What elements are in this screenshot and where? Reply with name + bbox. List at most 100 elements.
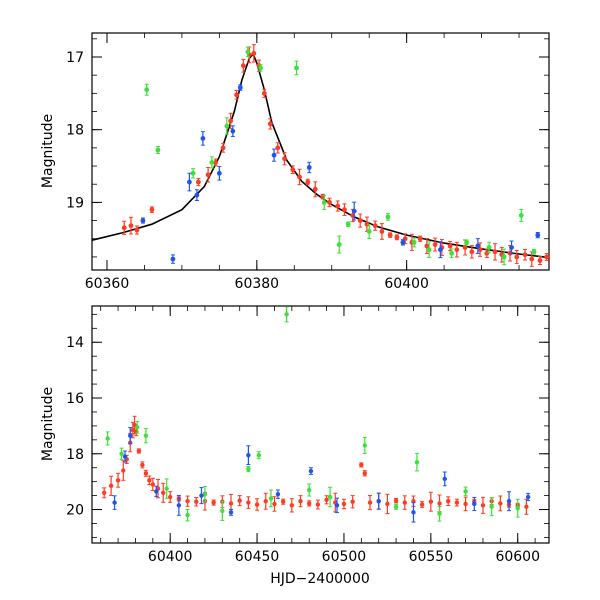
data-point-red xyxy=(315,502,321,507)
data-point-red xyxy=(228,118,233,124)
data-point-green xyxy=(385,214,391,220)
data-point-red xyxy=(492,249,498,255)
data-point-green xyxy=(426,247,432,253)
data-point-green xyxy=(185,512,190,518)
x-tick-label: 60380 xyxy=(235,276,280,292)
data-point-red xyxy=(297,174,302,180)
y-tick-label: 16 xyxy=(66,391,84,407)
data-point-green xyxy=(345,221,351,227)
data-point-red xyxy=(140,462,145,468)
data-point-red xyxy=(341,501,347,507)
data-point-red xyxy=(307,501,312,506)
data-point-green xyxy=(411,239,417,245)
top-y-axis-title: Magnitude xyxy=(40,114,56,188)
data-point-red xyxy=(402,500,407,505)
data-point-red xyxy=(167,494,173,500)
data-point-blue xyxy=(535,232,541,238)
data-point-red xyxy=(514,254,520,260)
data-point-green xyxy=(258,65,263,71)
data-point-red xyxy=(327,199,332,205)
data-point-blue xyxy=(472,501,477,507)
data-point-blue xyxy=(525,494,531,500)
x-tick-label: 60360 xyxy=(85,276,130,292)
data-point-red xyxy=(364,221,370,227)
y-tick-label: 14 xyxy=(66,335,84,351)
data-point-blue xyxy=(112,500,117,505)
y-tick-label: 18 xyxy=(66,123,84,139)
data-point-red xyxy=(275,145,281,151)
top-data-points xyxy=(121,44,550,267)
data-point-red xyxy=(261,90,267,96)
data-point-red xyxy=(394,234,400,240)
data-point-red xyxy=(108,483,114,489)
data-point-red xyxy=(454,247,460,253)
data-point-red xyxy=(234,92,239,98)
data-point-green xyxy=(307,487,312,493)
data-point-red xyxy=(419,502,425,507)
data-point-blue xyxy=(228,510,234,515)
data-point-red xyxy=(213,160,219,165)
data-point-green xyxy=(284,312,289,317)
data-point-red xyxy=(267,121,273,127)
data-point-green xyxy=(336,242,342,247)
data-point-red xyxy=(298,498,303,504)
data-point-blue xyxy=(128,433,133,438)
bottom-plot-frame xyxy=(91,305,550,544)
data-point-red xyxy=(272,501,277,507)
data-point-red xyxy=(150,482,156,487)
data-point-red xyxy=(251,50,257,56)
top-tick-labels: 60360 60380 60400 17 18 19 xyxy=(66,50,429,292)
data-point-red xyxy=(462,245,468,250)
data-point-red xyxy=(529,256,535,262)
data-point-blue xyxy=(475,243,481,249)
data-point-green xyxy=(143,433,149,438)
x-tick-label: 60600 xyxy=(495,549,540,565)
data-point-green xyxy=(437,511,442,516)
bottom-panel: 60400 60450 60500 60550 60600 14 16 18 20 Magnit… xyxy=(40,305,550,587)
data-point-red xyxy=(522,252,528,258)
data-point-green xyxy=(463,489,468,494)
x-tick-label: 60550 xyxy=(409,549,454,565)
data-point-blue xyxy=(306,165,312,170)
data-point-red xyxy=(424,243,430,249)
data-point-green xyxy=(449,250,455,256)
data-point-green xyxy=(414,459,420,465)
data-point-red xyxy=(417,236,423,242)
top-model-curve-group xyxy=(91,52,550,259)
data-point-red xyxy=(480,503,486,508)
x-tick-label: 60450 xyxy=(235,549,280,565)
data-point-green xyxy=(464,239,469,245)
data-point-green xyxy=(202,492,208,497)
data-point-red xyxy=(254,502,260,507)
data-point-red xyxy=(432,242,438,247)
data-point-red xyxy=(477,247,483,253)
data-point-green xyxy=(190,170,196,176)
data-point-blue xyxy=(400,239,406,245)
data-point-green xyxy=(134,425,140,430)
y-tick-label: 18 xyxy=(66,447,84,463)
data-point-red xyxy=(289,503,295,508)
data-point-green xyxy=(209,160,215,165)
data-point-red xyxy=(128,223,134,229)
data-point-green xyxy=(144,87,150,93)
x-tick-label: 60400 xyxy=(384,276,429,292)
data-point-red xyxy=(335,203,341,209)
x-tick-label: 60400 xyxy=(148,549,193,565)
data-point-red xyxy=(194,499,199,504)
data-point-green xyxy=(246,466,251,472)
data-point-red xyxy=(428,499,434,504)
data-point-red xyxy=(447,243,453,249)
data-point-green xyxy=(105,436,110,441)
data-point-red xyxy=(195,179,201,185)
data-point-red xyxy=(463,501,468,507)
data-point-red xyxy=(342,207,347,213)
data-point-blue xyxy=(186,179,192,185)
data-point-red xyxy=(149,207,155,213)
data-point-blue xyxy=(122,454,128,459)
data-point-red xyxy=(446,498,451,504)
y-tick-label: 17 xyxy=(66,50,84,66)
data-point-blue xyxy=(437,247,443,253)
data-point-blue xyxy=(199,493,204,498)
data-point-blue xyxy=(509,245,514,250)
